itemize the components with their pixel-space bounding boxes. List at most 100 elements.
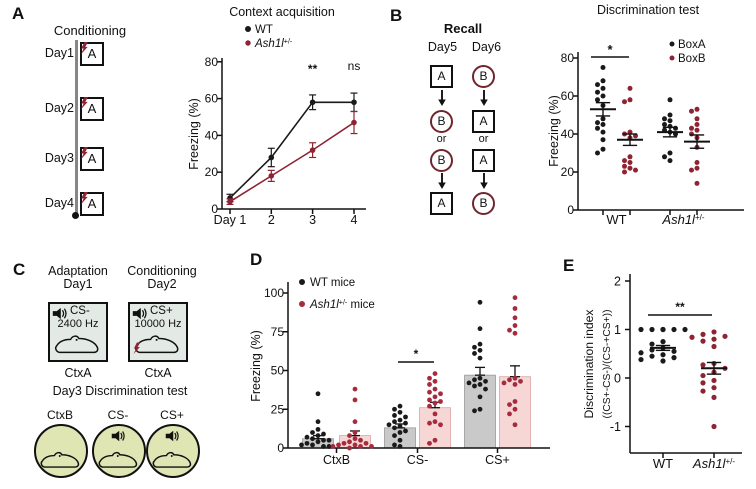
scatter-point	[392, 419, 397, 425]
scatter-point	[694, 127, 700, 133]
y-tick-label: 0	[277, 441, 284, 455]
day5-label: Day5	[427, 40, 458, 54]
scatter-point	[477, 355, 483, 361]
scatter-point	[477, 326, 483, 332]
scatter-point	[501, 380, 507, 386]
y-axis-label: Discrimination index	[582, 309, 596, 418]
legend-label: WT	[255, 24, 273, 36]
y-tick-label: 25	[271, 402, 285, 416]
context-letter: B	[479, 196, 488, 210]
ctxa-label: CtxA	[64, 366, 92, 380]
data-point	[268, 154, 275, 161]
scatter-point	[358, 444, 363, 449]
cs-minus-label: CS-	[70, 305, 90, 317]
scatter-point	[627, 160, 633, 165]
scatter-point	[671, 348, 677, 354]
context-circle: B	[430, 110, 453, 133]
scatter-point	[711, 423, 717, 430]
mouse-icon	[98, 451, 138, 468]
scatter-point	[397, 403, 403, 409]
scatter-point	[326, 444, 332, 449]
scatter-point	[352, 419, 358, 425]
scatter-point	[711, 394, 717, 400]
panel-a-label: A	[12, 4, 25, 23]
conditioning-context-box: CS+ 10000 Hz	[128, 302, 188, 362]
scatter-point	[507, 327, 512, 333]
scatter-point	[310, 436, 315, 442]
recall-title: Recall	[443, 21, 483, 36]
scatter-point	[627, 165, 633, 171]
scatter-point	[638, 356, 644, 363]
legend-dot	[669, 55, 675, 61]
scatter-point	[649, 326, 655, 333]
scatter-point	[352, 386, 358, 392]
scatter-point	[336, 442, 341, 448]
conditioning-day-label: Day2	[147, 277, 177, 291]
scatter-point	[600, 85, 606, 91]
scatter-point	[432, 394, 438, 400]
scatter-point	[662, 122, 667, 127]
scatter-point	[472, 383, 477, 389]
speaker-icon	[111, 430, 125, 442]
scatter-point	[600, 65, 606, 70]
significance-label: *	[607, 42, 613, 57]
y-tick-label: 0	[567, 203, 574, 217]
scatter-point	[352, 430, 358, 435]
conditioning-title-c: Conditioning	[127, 264, 197, 278]
scatter-point	[466, 380, 472, 386]
scatter-point	[472, 377, 477, 383]
conditioning-title: Conditioning	[53, 23, 127, 38]
speaker-icon	[132, 307, 147, 320]
scatter-point	[667, 97, 673, 103]
down-arrow-icon	[438, 90, 446, 107]
scatter-point	[315, 427, 321, 432]
x-tick-label: CS-	[407, 453, 429, 467]
scatter-point	[512, 399, 518, 404]
scatter-point	[427, 440, 432, 446]
scatter-point	[667, 150, 673, 156]
scatter-point	[397, 437, 403, 443]
shock-bolt-icon	[80, 97, 89, 110]
scatter-point	[397, 430, 403, 435]
context-letter: A	[87, 101, 97, 116]
context-letter: A	[87, 46, 97, 61]
scatter-point	[660, 326, 666, 333]
significance-label: ns	[348, 59, 361, 73]
scatter-point	[627, 97, 633, 103]
chart-title: Discrimination test	[597, 3, 700, 17]
scatter-point	[432, 411, 438, 417]
scatter-point	[512, 295, 518, 301]
scatter-point	[627, 154, 633, 160]
scatter-point	[694, 165, 700, 171]
scatter-point	[711, 343, 717, 350]
scatter-point	[662, 154, 667, 160]
y-tick-label: 20	[205, 165, 219, 179]
y-tick-label: 100	[264, 286, 284, 300]
scatter-point	[304, 440, 310, 446]
shock-bolt-icon	[133, 342, 141, 355]
scatter-point	[321, 444, 326, 449]
cs-plus-test-circle	[146, 424, 200, 478]
scatter-point	[397, 409, 403, 415]
chart-title: Context acquisition	[229, 5, 335, 19]
discrimination-test-chart: 0 20 40 60 80 Freezing (%) Discrimination test…	[547, 3, 744, 227]
context-letter: A	[87, 151, 97, 166]
shock-bolt-icon	[80, 192, 89, 205]
y-tick-label: 60	[561, 89, 575, 103]
scatter-point	[512, 315, 518, 321]
scatter-point	[315, 391, 321, 397]
cs-plus-circle-label: CS+	[160, 408, 184, 422]
y-tick-label: 20	[561, 165, 575, 179]
scatter-point	[477, 375, 483, 381]
y-tick-label: 0	[614, 372, 621, 386]
scatter-point	[600, 137, 606, 143]
context-letter: A	[479, 114, 488, 128]
context-square: A	[472, 149, 495, 172]
scatter-point	[507, 402, 512, 407]
scatter-point	[671, 355, 677, 361]
context-acquisition-chart: 0 20 40 60 80 Day 1 2 3 4 Freezing (%) Context acq…	[187, 5, 366, 227]
scatter-point	[477, 347, 483, 353]
scatter-point	[432, 371, 438, 376]
scatter-point	[392, 433, 397, 438]
scatter-point	[427, 420, 432, 426]
